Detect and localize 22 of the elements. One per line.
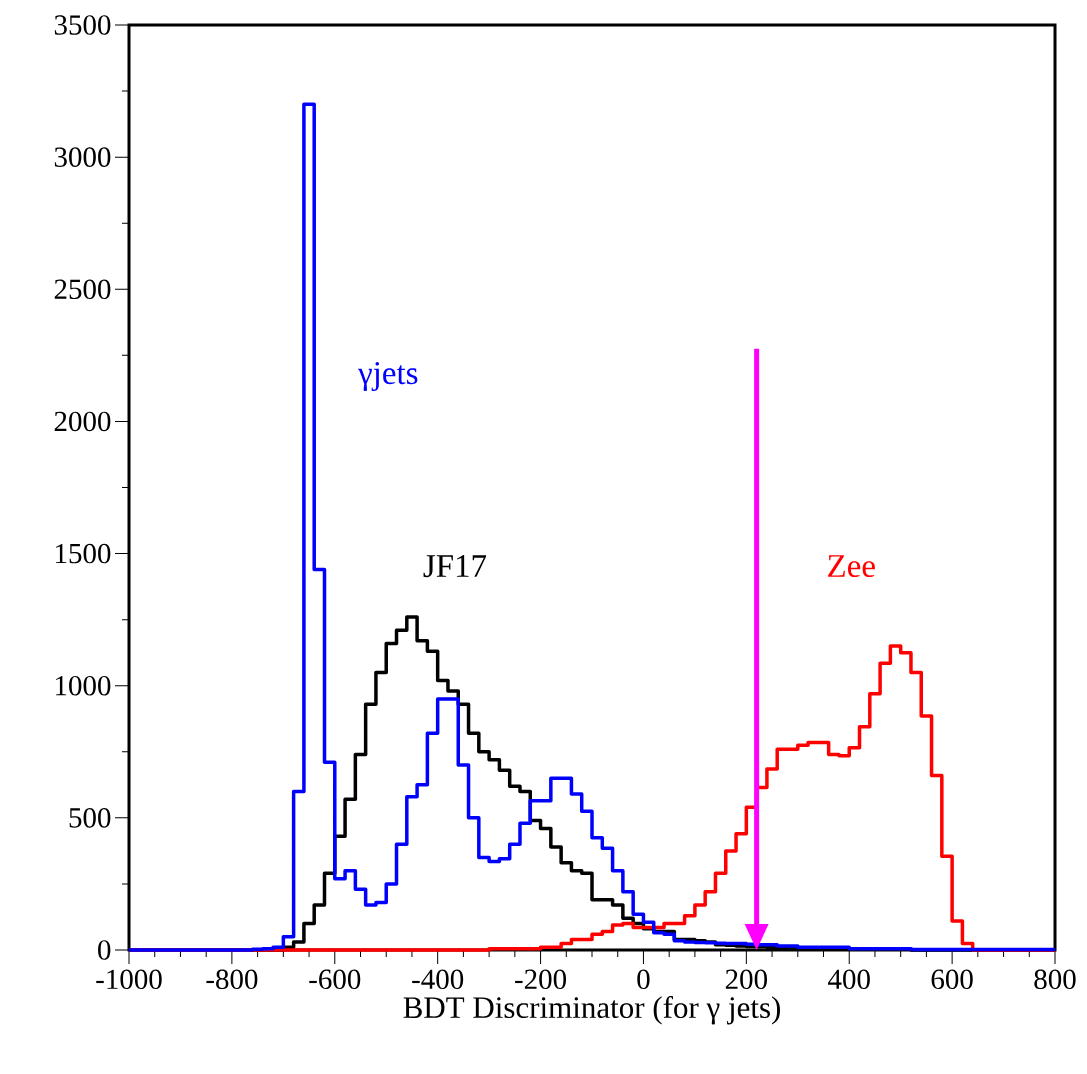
x-tick-label: 0 xyxy=(637,969,650,990)
y-tick-label: 1000 xyxy=(56,675,111,696)
x-tick-label: 200 xyxy=(725,969,767,990)
x-tick-label: 400 xyxy=(828,969,870,990)
x-tick-label: -1000 xyxy=(96,969,162,990)
y-tick-label: 2500 xyxy=(54,279,111,300)
y-tick-label: 1500 xyxy=(56,543,111,564)
y-tick-label: 3000 xyxy=(54,147,111,167)
x-tick-label: -800 xyxy=(206,969,258,990)
y-tick-label: 2000 xyxy=(54,411,111,432)
x-axis-title: BDT Discriminator (for γ jets) xyxy=(403,995,780,1025)
text: Zee xyxy=(828,555,875,578)
y-tick-label: 500 xyxy=(69,808,111,828)
y-tick-label: 3500 xyxy=(54,15,111,35)
x-tick-label: -600 xyxy=(309,969,361,990)
x-tick-label: -400 xyxy=(412,969,464,990)
y-tick-label: 0 xyxy=(98,940,111,960)
series-label: JF17 xyxy=(423,555,487,578)
series-label: γjets xyxy=(358,362,418,391)
x-tick-label: 600 xyxy=(931,969,973,990)
x-tick-label: -200 xyxy=(515,969,567,990)
x-tick-label: 800 xyxy=(1034,969,1076,990)
